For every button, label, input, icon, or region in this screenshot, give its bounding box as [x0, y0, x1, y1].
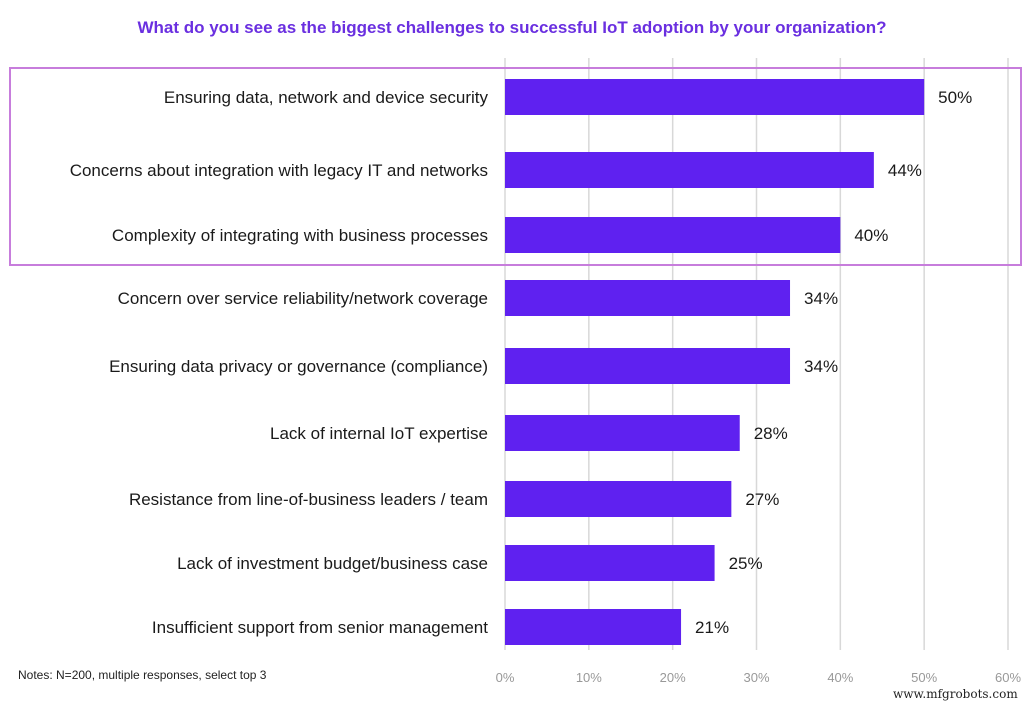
category-label: Ensuring data, network and device securi…	[164, 88, 489, 107]
data-label: 27%	[745, 490, 779, 509]
category-label: Resistance from line-of-business leaders…	[129, 490, 488, 509]
bar	[505, 79, 925, 115]
category-label: Ensuring data privacy or governance (com…	[109, 357, 488, 376]
category-label: Complexity of integrating with business …	[112, 226, 488, 245]
data-label: 25%	[729, 554, 763, 573]
data-label: 34%	[804, 289, 838, 308]
x-tick-label: 40%	[827, 670, 853, 685]
data-label: 34%	[804, 357, 838, 376]
bar	[505, 609, 682, 645]
category-label: Lack of investment budget/business case	[177, 554, 488, 573]
category-label: Concerns about integration with legacy I…	[70, 161, 488, 180]
category-label: Concern over service reliability/network…	[118, 289, 488, 308]
x-tick-label: 20%	[660, 670, 686, 685]
bar	[505, 217, 841, 253]
highlight-box	[9, 67, 1022, 266]
data-label: 40%	[854, 226, 888, 245]
bar	[505, 348, 791, 384]
data-label: 28%	[754, 424, 788, 443]
bar	[505, 152, 874, 188]
data-label: 50%	[938, 88, 972, 107]
bar	[505, 545, 715, 581]
x-tick-label: 10%	[576, 670, 602, 685]
chart-notes: Notes: N=200, multiple responses, select…	[18, 668, 267, 682]
bar	[505, 481, 732, 517]
category-label: Lack of internal IoT expertise	[270, 424, 488, 443]
x-tick-label: 30%	[743, 670, 769, 685]
data-label: 44%	[888, 161, 922, 180]
x-tick-label: 50%	[911, 670, 937, 685]
bar	[505, 415, 740, 451]
watermark: www.mfgrobots.com	[893, 687, 1018, 701]
x-tick-label: 0%	[496, 670, 515, 685]
x-tick-label: 60%	[995, 670, 1021, 685]
category-label: Insufficient support from senior managem…	[152, 618, 488, 637]
bar	[505, 280, 791, 316]
chart-title: What do you see as the biggest challenge…	[137, 18, 887, 37]
data-label: 21%	[695, 618, 729, 637]
